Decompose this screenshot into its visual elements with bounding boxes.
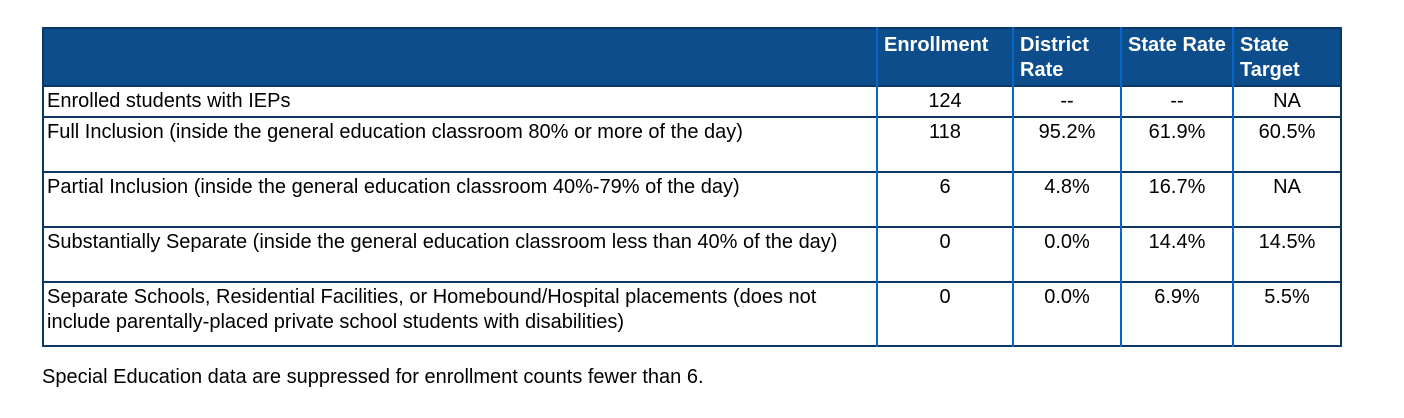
table-body: Enrolled students with IEPs 124 -- -- NA… — [43, 85, 1341, 346]
column-header-placement — [43, 28, 877, 86]
state-target-value: 5.5% — [1232, 281, 1341, 346]
state-target-value: NA — [1232, 85, 1341, 117]
enrollment-value: 0 — [876, 226, 1013, 282]
row-label: Separate Schools, Residential Facilities… — [43, 281, 877, 346]
special-education-placement-table-wrap: Enrollment District Rate State Rate Stat… — [42, 27, 1342, 347]
district-rate-value: 95.2% — [1012, 116, 1121, 172]
state-rate-value: 16.7% — [1120, 171, 1233, 227]
table-row-substantially-separate: Substantially Separate (inside the gener… — [43, 226, 1341, 282]
column-header-district-rate: District Rate — [1012, 28, 1121, 86]
column-header-state-target: State Target — [1232, 28, 1341, 86]
enrollment-value: 118 — [876, 116, 1013, 172]
row-label: Full Inclusion (inside the general educa… — [43, 116, 877, 172]
row-label: Enrolled students with IEPs — [43, 85, 877, 117]
district-rate-value: -- — [1012, 85, 1121, 117]
row-label: Partial Inclusion (inside the general ed… — [43, 171, 877, 227]
table-row-partial-inclusion: Partial Inclusion (inside the general ed… — [43, 171, 1341, 227]
state-target-value: 14.5% — [1232, 226, 1341, 282]
enrollment-value: 0 — [876, 281, 1013, 346]
state-target-value: 60.5% — [1232, 116, 1341, 172]
column-header-enrollment: Enrollment — [876, 28, 1013, 86]
state-rate-value: -- — [1120, 85, 1233, 117]
district-rate-value: 0.0% — [1012, 226, 1121, 282]
district-rate-value: 4.8% — [1012, 171, 1121, 227]
state-rate-value: 14.4% — [1120, 226, 1233, 282]
district-rate-value: 0.0% — [1012, 281, 1121, 346]
column-header-state-rate: State Rate — [1120, 28, 1233, 86]
special-education-placement-table: Enrollment District Rate State Rate Stat… — [42, 27, 1342, 347]
table-row-enrolled-ieps: Enrolled students with IEPs 124 -- -- NA — [43, 85, 1341, 117]
state-target-value: NA — [1232, 171, 1341, 227]
header-row: Enrollment District Rate State Rate Stat… — [43, 28, 1341, 86]
table-row-separate-schools: Separate Schools, Residential Facilities… — [43, 281, 1341, 346]
state-rate-value: 6.9% — [1120, 281, 1233, 346]
table-row-full-inclusion: Full Inclusion (inside the general educa… — [43, 116, 1341, 172]
table-header: Enrollment District Rate State Rate Stat… — [43, 28, 1341, 86]
row-label: Substantially Separate (inside the gener… — [43, 226, 877, 282]
enrollment-value: 6 — [876, 171, 1013, 227]
enrollment-value: 124 — [876, 85, 1013, 117]
state-rate-value: 61.9% — [1120, 116, 1233, 172]
suppression-note: Special Education data are suppressed fo… — [42, 366, 704, 388]
